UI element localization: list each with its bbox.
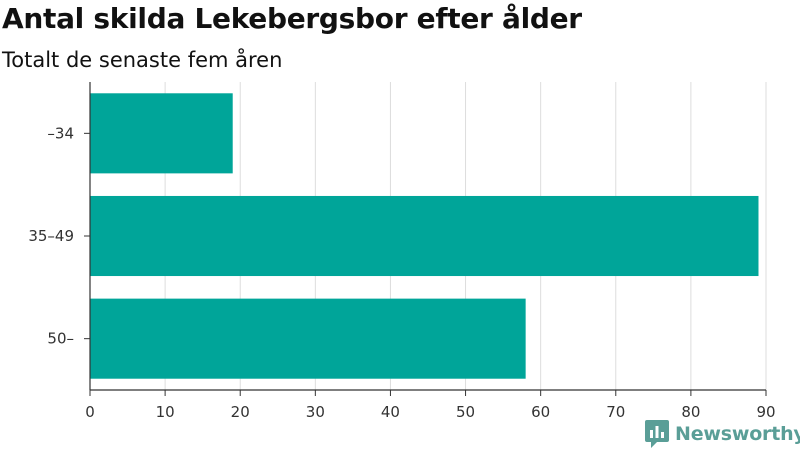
x-tick-label: 40 bbox=[381, 403, 400, 421]
y-tick-label: 50– bbox=[47, 330, 74, 348]
bar bbox=[90, 93, 233, 174]
axes: 0 10 20 30 40 50 60 70 80 90 –34 35–49 50– bbox=[28, 82, 776, 421]
bar bbox=[90, 298, 526, 379]
chart-title: Antal skilda Lekebergsbor efter ålder bbox=[2, 2, 582, 35]
bar bbox=[90, 195, 759, 277]
x-tick-label: 90 bbox=[756, 403, 775, 421]
x-tick-label: 50 bbox=[456, 403, 475, 421]
x-tick-label: 0 bbox=[85, 403, 95, 421]
x-tick-label: 70 bbox=[606, 403, 625, 421]
x-tick-label: 10 bbox=[156, 403, 175, 421]
logo-text: Newsworthy bbox=[675, 423, 800, 445]
y-tick-label: –34 bbox=[47, 124, 74, 142]
x-tick-label: 20 bbox=[231, 403, 250, 421]
bars bbox=[90, 93, 759, 379]
x-tick-label: 60 bbox=[531, 403, 550, 421]
newsworthy-chart-icon bbox=[645, 420, 669, 448]
newsworthy-logo: Newsworthy bbox=[645, 420, 800, 448]
chart-subtitle: Totalt de senaste fem åren bbox=[2, 48, 283, 72]
x-tick-label: 30 bbox=[306, 403, 325, 421]
x-tick-label: 80 bbox=[681, 403, 700, 421]
y-tick-label: 35–49 bbox=[28, 227, 74, 245]
